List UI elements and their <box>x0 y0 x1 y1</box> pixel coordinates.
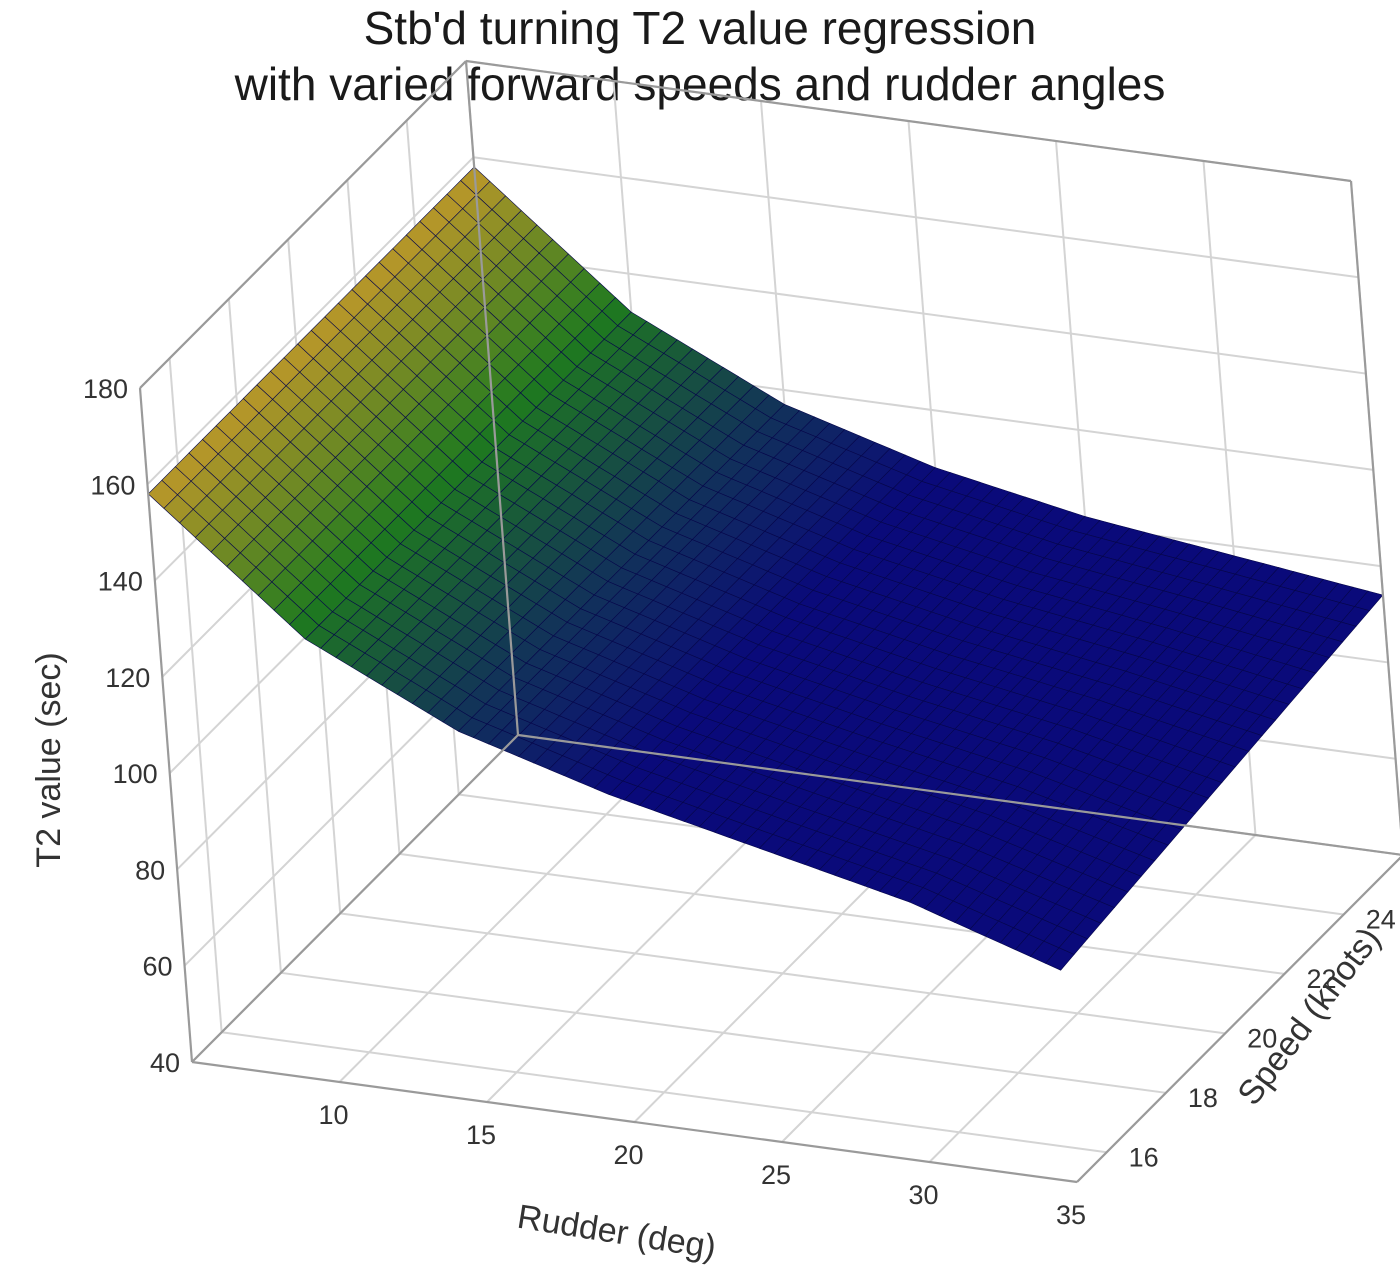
box-edge <box>517 733 1400 856</box>
z-axis-title: T2 value (sec) <box>30 652 68 867</box>
y-tick-label: 22 <box>1306 964 1336 994</box>
chart-title-line-1: Stb'd turning T2 value regression <box>363 2 1037 54</box>
y-tick-label: 16 <box>1129 1142 1159 1172</box>
z-tick-label: 40 <box>150 1048 180 1078</box>
x-tick-label: 35 <box>1056 1200 1086 1230</box>
box-edge <box>1349 180 1400 831</box>
floor-grid-y <box>280 971 1167 1094</box>
left-wall-grid-z <box>146 156 475 485</box>
box-edge <box>464 60 520 736</box>
box-edge <box>1076 856 1400 1183</box>
z-tick-label: 140 <box>98 567 143 597</box>
x-tick-label: 20 <box>613 1140 643 1170</box>
floor-grid-x <box>928 834 1257 1163</box>
surface-facet <box>1045 947 1075 971</box>
box-frame <box>138 59 1400 1184</box>
back-wall-grid-z <box>480 252 1366 375</box>
box-edge <box>465 59 1352 183</box>
z-tick-label: 180 <box>83 374 128 404</box>
floor-grid-y <box>340 912 1226 1035</box>
chart-title-line-2: with varied forward speeds and rudder an… <box>234 58 1166 110</box>
box-edge <box>139 60 467 389</box>
z-tick-label: 160 <box>90 470 135 500</box>
box-edge <box>138 387 194 1063</box>
tick-labels: 40 60 80 100 120 140 160 180 10 15 20 25 30 35 16 18 20 2… <box>83 374 1396 1230</box>
z-tick-label: 100 <box>113 759 158 789</box>
surface-layer <box>147 166 1384 971</box>
box-edge <box>191 1060 1078 1184</box>
y-tick-label: 20 <box>1247 1023 1277 1053</box>
z-tick-label: 80 <box>135 855 165 885</box>
floor-grid-y <box>399 852 1285 975</box>
x-tick-label: 15 <box>466 1120 496 1150</box>
chart-title: Stb'd turning T2 value regression with v… <box>0 0 1400 112</box>
floor-grid-x <box>338 754 667 1083</box>
x-axis-title: Rudder (deg) <box>515 1198 719 1267</box>
z-tick-label: 120 <box>105 663 150 693</box>
box-edge <box>191 734 519 1063</box>
back-wall-grid-z <box>473 156 1359 279</box>
x-tick-label: 30 <box>908 1180 938 1210</box>
y-tick-label: 24 <box>1366 904 1396 934</box>
x-tick-label: 25 <box>761 1160 791 1190</box>
x-tick-label: 10 <box>318 1100 348 1130</box>
floor-grid-y <box>221 1031 1107 1154</box>
y-tick-label: 18 <box>1188 1083 1218 1113</box>
z-tick-label: 60 <box>143 952 173 982</box>
